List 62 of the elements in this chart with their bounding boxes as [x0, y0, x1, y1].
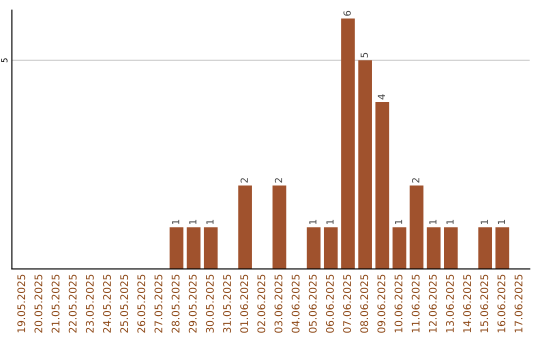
data-label: 2 — [240, 178, 248, 183]
bar — [272, 185, 286, 269]
bar — [495, 227, 510, 269]
x-tick-label: 31.05.2025 — [223, 274, 231, 333]
x-tick-label: 15.06.2025 — [480, 274, 488, 332]
bar — [238, 185, 252, 269]
bar — [358, 60, 372, 269]
x-tick-label: 28.05.2025 — [172, 274, 180, 333]
x-tick-label: 05.06.2025 — [308, 274, 317, 333]
bar — [186, 227, 201, 269]
data-label: 1 — [189, 220, 196, 224]
x-tick-label: 26.05.2025 — [137, 274, 146, 333]
bar — [306, 227, 321, 269]
bar — [478, 227, 492, 269]
bar — [341, 18, 355, 269]
data-label: 1 — [480, 220, 488, 224]
bar — [426, 227, 441, 269]
data-label: 1 — [446, 220, 454, 224]
x-tick-label: 29.05.2025 — [188, 274, 197, 333]
x-tick-label: 20.05.2025 — [34, 274, 42, 333]
x-tick-label: 14.06.2025 — [463, 274, 472, 332]
data-label: 1 — [172, 220, 180, 224]
x-tick-label: 16.06.2025 — [497, 274, 506, 332]
x-tick-label: 06.06.2025 — [326, 274, 334, 333]
x-tick-label: 13.06.2025 — [446, 274, 454, 332]
x-tick-label: 30.05.2025 — [206, 274, 214, 333]
bar — [392, 227, 406, 269]
data-label: 1 — [326, 220, 334, 224]
x-tick-label: 19.05.2025 — [17, 274, 26, 332]
data-label: 6 — [343, 10, 351, 16]
data-label: 5 — [360, 52, 368, 58]
x-tick-label: 10.06.2025 — [394, 274, 402, 332]
x-tick-label: 04.06.2025 — [292, 274, 300, 333]
x-tick-label: 12.06.2025 — [428, 274, 437, 332]
data-label: 1 — [429, 220, 436, 224]
data-label: 4 — [378, 94, 385, 100]
x-tick-label: 23.05.2025 — [86, 274, 94, 333]
bar — [444, 227, 458, 269]
data-label: 1 — [395, 220, 402, 224]
x-tick-label: 02.06.2025 — [257, 274, 266, 333]
bar — [410, 185, 424, 269]
x-tick-label: 09.06.2025 — [377, 274, 386, 333]
x-tick-label: 27.05.2025 — [154, 274, 162, 333]
x-tick-label: 21.05.2025 — [52, 274, 60, 333]
x-tick-label: 03.06.2025 — [274, 274, 282, 333]
bar — [324, 227, 338, 269]
x-tick-label: 11.06.2025 — [412, 274, 420, 332]
x-tick-label: 08.06.2025 — [360, 274, 368, 333]
bar — [375, 102, 390, 269]
data-label: 1 — [498, 220, 505, 224]
x-tick-label: 01.06.2025 — [240, 274, 248, 333]
bar — [204, 227, 218, 269]
data-label: 2 — [274, 178, 282, 183]
x-tick-label: 07.06.2025 — [343, 274, 351, 333]
data-label: 1 — [206, 220, 214, 224]
bar — [170, 227, 184, 269]
x-tick-label: 22.05.2025 — [68, 274, 77, 333]
data-label: 2 — [412, 178, 420, 183]
x-tick-label: 24.05.2025 — [103, 274, 111, 333]
data-label: 1 — [309, 220, 316, 224]
x-tick-label: 17.06.2025 — [514, 274, 522, 332]
x-tick-label: 25.05.2025 — [120, 274, 128, 333]
